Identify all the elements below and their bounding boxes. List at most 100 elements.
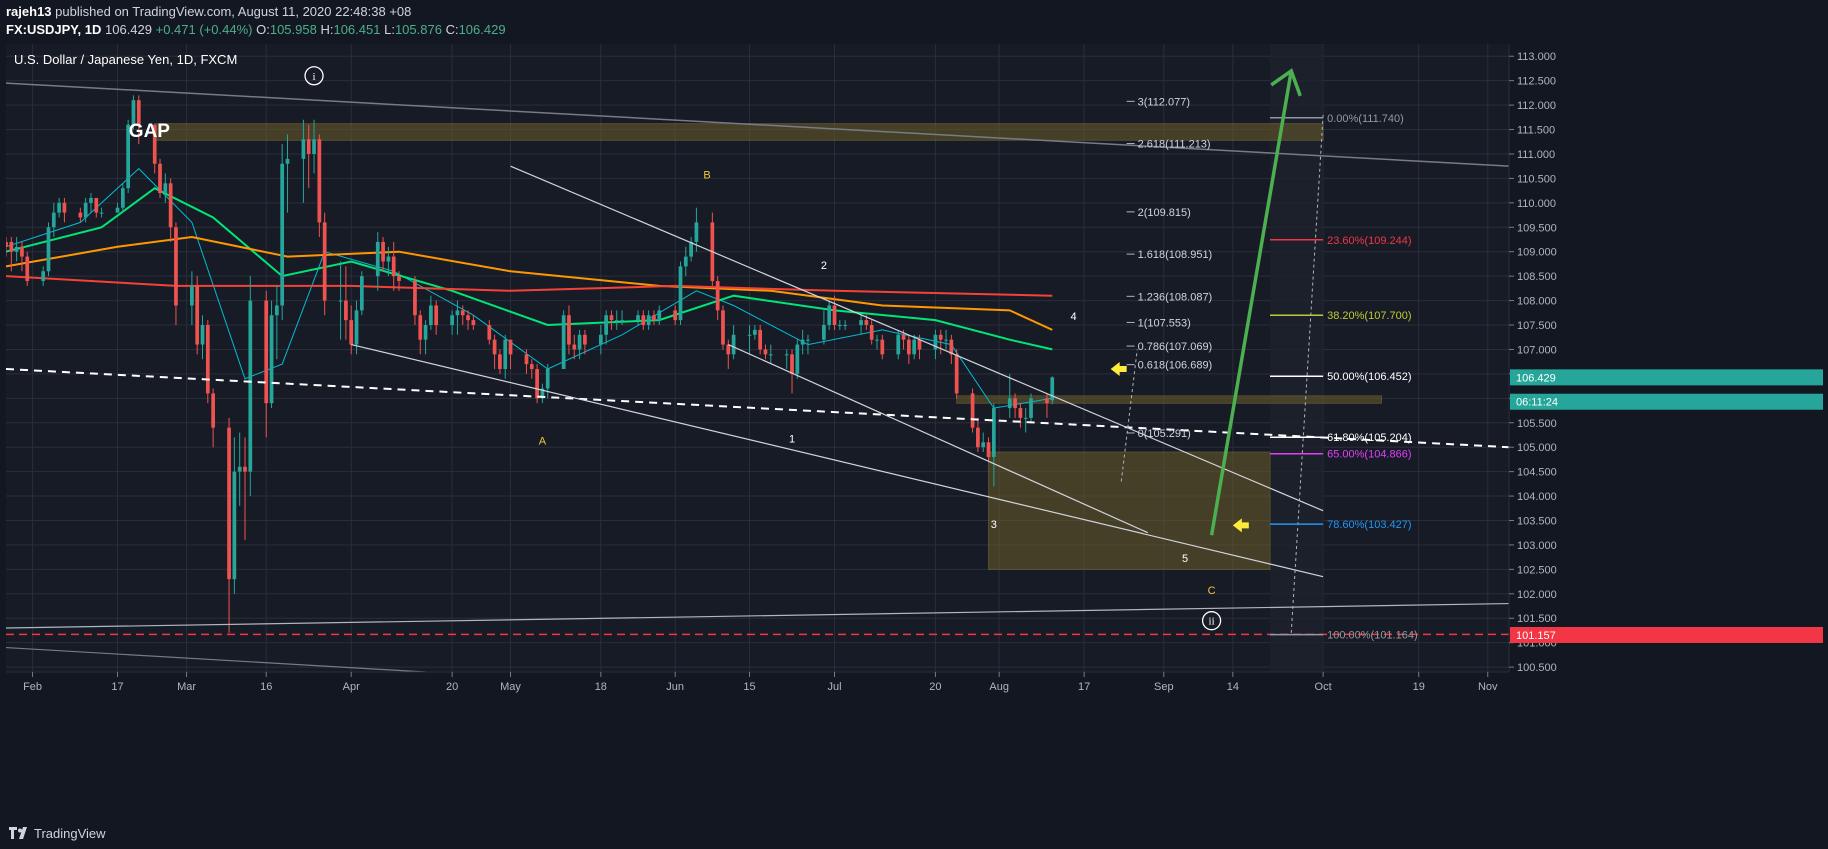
price-chart[interactable]: 3.618(113.475)3(112.077)2.618(111.213)2(…	[6, 44, 1828, 818]
trend-line	[351, 343, 1324, 578]
time-tick-label: 18	[595, 681, 607, 693]
candle	[535, 364, 539, 404]
candle	[609, 310, 614, 330]
candle	[837, 320, 842, 330]
price-label-text: 101.157	[1516, 630, 1556, 642]
candle	[115, 202, 120, 213]
candle-body	[912, 339, 917, 355]
tradingview-logo-icon[interactable]	[8, 825, 30, 841]
candle	[673, 305, 678, 326]
candle-body	[758, 329, 763, 350]
candle	[907, 334, 911, 365]
price-tick-label: 112.000	[1517, 100, 1556, 112]
candle	[758, 325, 763, 355]
candle	[545, 364, 550, 399]
candle	[131, 95, 136, 130]
candle	[689, 237, 693, 262]
low-label: L:	[384, 22, 395, 37]
candle-body	[652, 315, 656, 321]
candle-body	[466, 315, 470, 321]
fib-retracement-label: 65.00%(104.866)	[1327, 449, 1411, 461]
candle-body	[1029, 398, 1033, 418]
candle-body	[163, 183, 168, 194]
time-tick-label: 20	[446, 681, 458, 693]
time-tick-label: 17	[111, 681, 123, 693]
candle	[200, 315, 205, 360]
candle-body	[312, 139, 316, 154]
wave-label: C	[1208, 585, 1216, 597]
candle	[163, 173, 168, 203]
candle-body	[986, 442, 991, 457]
candle	[1023, 408, 1028, 433]
candle	[6, 237, 8, 257]
candle-body	[168, 183, 173, 228]
price-tick-label: 110.000	[1517, 198, 1556, 210]
candle	[949, 334, 954, 365]
candles	[6, 95, 1055, 633]
candle-body	[487, 325, 492, 340]
candle-body	[423, 325, 428, 340]
candle	[896, 329, 901, 360]
open-value: 105.958	[269, 22, 317, 37]
candle-body	[545, 368, 550, 389]
fib-retracement-label: 38.20%(107.700)	[1327, 310, 1411, 322]
candle	[657, 305, 662, 326]
time-tick-label: 20	[929, 681, 941, 693]
candle-body	[683, 256, 688, 267]
candle-body	[747, 334, 752, 336]
candle	[859, 315, 863, 335]
wave-label: 3	[991, 519, 997, 531]
candle	[1029, 393, 1033, 423]
price-tick-label: 103.500	[1517, 515, 1557, 527]
candle-body	[115, 207, 120, 213]
published-text: published on TradingView.com, August 11,…	[55, 4, 412, 19]
price-tick-label: 109.000	[1517, 247, 1557, 259]
yellow-arrow-icon	[1110, 361, 1127, 376]
candle	[981, 432, 986, 453]
candle	[227, 417, 231, 633]
candle	[237, 432, 242, 506]
candle	[285, 134, 290, 213]
candle-body	[832, 305, 837, 326]
time-tick-label: Aug	[989, 681, 1009, 693]
candle-body	[604, 315, 608, 335]
candle-body	[41, 271, 46, 282]
candle-body	[657, 310, 662, 321]
time-tick-label: Oct	[1315, 681, 1332, 693]
candle	[413, 276, 417, 326]
candle-body	[62, 202, 67, 213]
candle-body	[503, 339, 508, 369]
candle	[763, 344, 768, 360]
trend-line	[510, 165, 1324, 512]
price-tick-label: 102.500	[1517, 564, 1557, 576]
candle-body	[450, 315, 454, 326]
candle-body	[636, 315, 640, 321]
tradingview-brand[interactable]: TradingView	[34, 826, 106, 841]
candle-body	[205, 325, 210, 394]
price-tick-label: 108.000	[1517, 296, 1557, 308]
candle	[752, 325, 757, 340]
price-tick-label: 105.500	[1517, 418, 1557, 430]
candle-body	[386, 256, 391, 262]
candle-body	[954, 354, 959, 394]
candle	[62, 197, 67, 223]
fib-extension-label: 1.618(108.951)	[1138, 249, 1213, 261]
fib-retracement-label: 23.60%(109.244)	[1327, 235, 1411, 247]
candle-body	[598, 334, 603, 345]
candle	[349, 305, 354, 355]
candle-body	[99, 212, 104, 214]
author-name[interactable]: rajeh13	[6, 4, 52, 19]
candle-body	[434, 305, 439, 326]
candle	[1050, 376, 1055, 405]
chart-area[interactable]: 3.618(113.475)3(112.077)2.618(111.213)2(…	[6, 44, 1828, 818]
candle-body	[535, 368, 539, 399]
candle-body	[795, 344, 800, 374]
candle	[338, 261, 343, 340]
candle-body	[317, 139, 322, 223]
fib-retracement-label: 100.00%(101.164)	[1327, 630, 1418, 642]
candle-body	[583, 334, 587, 345]
candle-body	[614, 320, 619, 322]
fib-extension-label: 2.618(111.213)	[1138, 139, 1211, 151]
time-tick-label: Sep	[1154, 681, 1174, 693]
time-tick-label: 15	[743, 681, 755, 693]
